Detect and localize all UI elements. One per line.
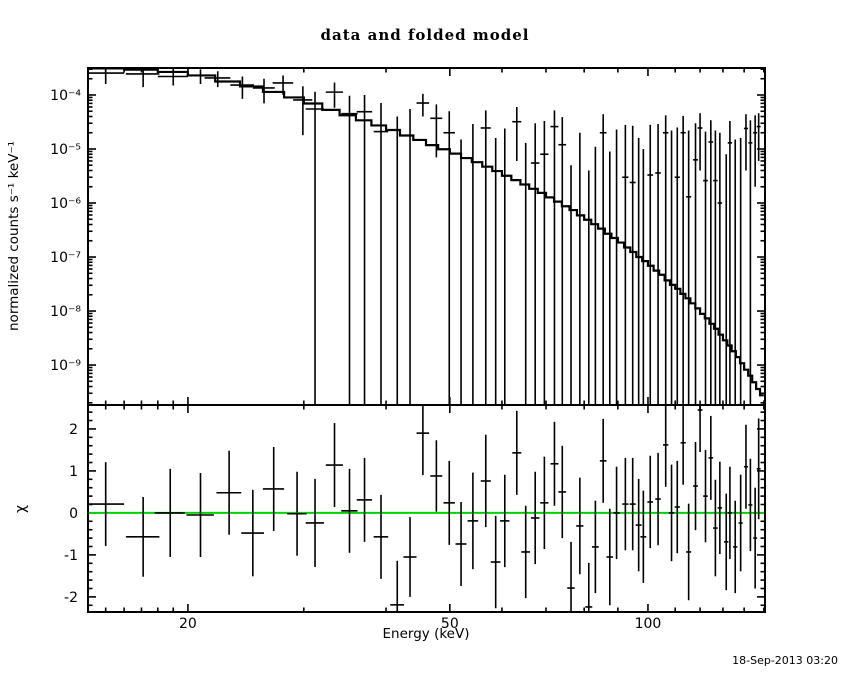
- xtick-label: 50: [441, 616, 459, 632]
- timestamp: 18-Sep-2013 03:20: [732, 654, 838, 667]
- ytick-label-residuals: 0: [69, 506, 78, 522]
- plot-title: data and folded model: [320, 26, 530, 44]
- ytick-label-residuals: 2: [69, 422, 78, 438]
- y-axis-label-spectrum: normalized counts s⁻¹ keV⁻¹: [6, 141, 22, 331]
- y-axis-label-residuals: χ: [13, 504, 29, 514]
- spectrum-data-points: [88, 68, 761, 405]
- model-histogram: [88, 68, 764, 397]
- ytick-label-spectrum: 10⁻⁹: [50, 358, 81, 374]
- ytick-label-spectrum: 10⁻⁷: [50, 250, 81, 266]
- ytick-label-residuals: -2: [64, 590, 78, 606]
- ytick-label-spectrum: 10⁻⁵: [50, 142, 81, 158]
- ytick-label-residuals: -1: [64, 548, 78, 564]
- panel-frames: [87, 67, 766, 613]
- ytick-label-spectrum: 10⁻⁸: [50, 304, 81, 320]
- ytick-label-residuals: 1: [69, 464, 78, 480]
- x-axis-label: Energy (keV): [382, 626, 470, 642]
- xtick-label: 20: [179, 616, 197, 632]
- xtick-label: 100: [635, 616, 662, 632]
- tick-labels: 10⁻⁴ 10⁻⁵ 10⁻⁶ 10⁻⁷ 10⁻⁸ 10⁻⁹ -2 -1 0 1 2 20 50 100: [50, 88, 661, 632]
- residual-points: [88, 405, 761, 612]
- ytick-label-spectrum: 10⁻⁶: [50, 196, 81, 212]
- ytick-label-spectrum: 10⁻⁴: [50, 88, 81, 104]
- residual-panel-frame: [87, 404, 766, 613]
